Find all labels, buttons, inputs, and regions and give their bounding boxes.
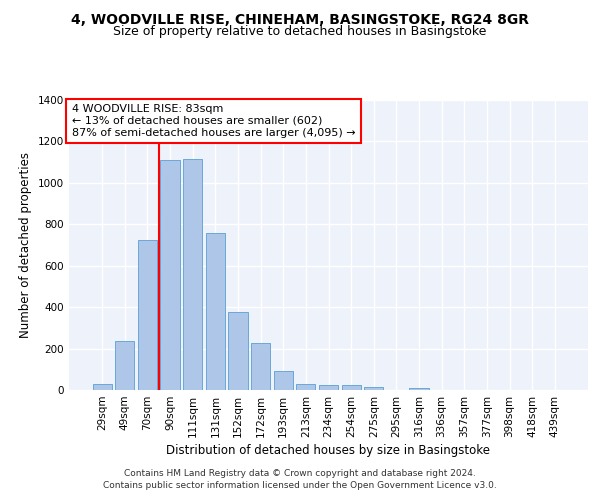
Y-axis label: Number of detached properties: Number of detached properties <box>19 152 32 338</box>
Bar <box>364 387 383 390</box>
Text: Contains public sector information licensed under the Open Government Licence v3: Contains public sector information licen… <box>103 481 497 490</box>
Bar <box>296 384 316 390</box>
Bar <box>92 384 112 390</box>
Bar <box>274 372 293 390</box>
Bar <box>206 232 225 390</box>
Bar <box>229 312 248 390</box>
Bar <box>115 342 134 390</box>
Text: Size of property relative to detached houses in Basingstoke: Size of property relative to detached ho… <box>113 25 487 38</box>
Bar <box>251 344 270 390</box>
Bar <box>183 159 202 390</box>
Bar <box>138 240 157 390</box>
X-axis label: Distribution of detached houses by size in Basingstoke: Distribution of detached houses by size … <box>167 444 491 457</box>
Bar <box>341 385 361 390</box>
Text: 4, WOODVILLE RISE, CHINEHAM, BASINGSTOKE, RG24 8GR: 4, WOODVILLE RISE, CHINEHAM, BASINGSTOKE… <box>71 12 529 26</box>
Bar <box>160 160 180 390</box>
Text: 4 WOODVILLE RISE: 83sqm
← 13% of detached houses are smaller (602)
87% of semi-d: 4 WOODVILLE RISE: 83sqm ← 13% of detache… <box>71 104 355 138</box>
Bar <box>409 388 428 390</box>
Bar <box>319 385 338 390</box>
Text: Contains HM Land Registry data © Crown copyright and database right 2024.: Contains HM Land Registry data © Crown c… <box>124 468 476 477</box>
